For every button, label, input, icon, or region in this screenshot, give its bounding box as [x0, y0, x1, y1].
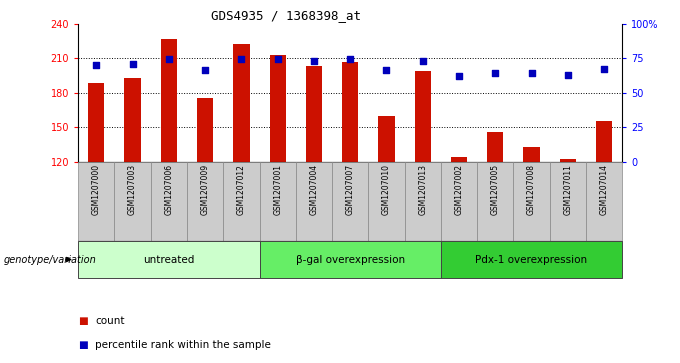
Text: β-gal overexpression: β-gal overexpression — [296, 254, 405, 265]
Text: GSM1207014: GSM1207014 — [600, 164, 609, 215]
Text: GSM1207000: GSM1207000 — [92, 164, 101, 215]
Bar — [596, 121, 612, 162]
Bar — [378, 115, 394, 162]
Text: GDS4935 / 1368398_at: GDS4935 / 1368398_at — [211, 9, 360, 22]
Text: GSM1207002: GSM1207002 — [454, 164, 464, 215]
Bar — [441, 241, 622, 278]
Text: percentile rank within the sample: percentile rank within the sample — [95, 340, 271, 350]
Text: Pdx-1 overexpression: Pdx-1 overexpression — [475, 254, 588, 265]
Text: genotype/variation: genotype/variation — [3, 254, 96, 265]
Text: GSM1207005: GSM1207005 — [491, 164, 500, 215]
Point — [272, 57, 283, 62]
Text: GSM1207003: GSM1207003 — [128, 164, 137, 215]
Point — [91, 62, 102, 68]
Text: GSM1207009: GSM1207009 — [201, 164, 209, 215]
Bar — [88, 83, 105, 162]
Point — [381, 68, 392, 73]
Point — [200, 68, 211, 73]
Bar — [233, 44, 250, 162]
Text: GSM1207013: GSM1207013 — [418, 164, 427, 215]
Point — [598, 66, 609, 72]
Text: GSM1207004: GSM1207004 — [309, 164, 318, 215]
Bar — [405, 162, 441, 241]
Bar — [560, 159, 576, 162]
Point — [236, 57, 247, 62]
Bar — [160, 38, 177, 162]
Point — [526, 70, 537, 76]
Bar — [269, 54, 286, 162]
Bar — [306, 66, 322, 162]
Text: count: count — [95, 316, 124, 326]
Point — [127, 61, 138, 66]
Point — [454, 73, 464, 79]
Bar — [487, 132, 503, 162]
Text: GSM1207011: GSM1207011 — [563, 164, 573, 215]
Text: GSM1207001: GSM1207001 — [273, 164, 282, 215]
Bar — [151, 162, 187, 241]
Text: GSM1207010: GSM1207010 — [382, 164, 391, 215]
Bar — [586, 162, 622, 241]
Bar — [441, 162, 477, 241]
Bar — [187, 162, 223, 241]
Text: GSM1207012: GSM1207012 — [237, 164, 246, 215]
Bar — [342, 61, 358, 162]
Point — [345, 57, 356, 62]
Point — [163, 57, 174, 62]
Bar — [296, 162, 332, 241]
Bar — [223, 162, 260, 241]
Bar — [260, 241, 441, 278]
Bar — [513, 162, 549, 241]
Text: untreated: untreated — [143, 254, 194, 265]
Bar — [114, 162, 151, 241]
Point — [562, 72, 573, 78]
Bar — [524, 147, 540, 162]
Text: ■: ■ — [78, 340, 88, 350]
Text: GSM1207007: GSM1207007 — [345, 164, 355, 215]
Bar — [78, 162, 114, 241]
Bar — [451, 157, 467, 162]
Point — [490, 70, 500, 76]
Text: GSM1207006: GSM1207006 — [165, 164, 173, 215]
Bar — [78, 241, 260, 278]
Bar — [124, 78, 141, 162]
Text: ■: ■ — [78, 316, 88, 326]
Bar — [549, 162, 586, 241]
Bar — [477, 162, 513, 241]
Point — [418, 58, 428, 64]
Text: GSM1207008: GSM1207008 — [527, 164, 536, 215]
Bar — [197, 98, 214, 162]
Bar — [369, 162, 405, 241]
Bar — [415, 71, 431, 162]
Bar — [260, 162, 296, 241]
Point — [309, 58, 320, 64]
Bar — [332, 162, 369, 241]
